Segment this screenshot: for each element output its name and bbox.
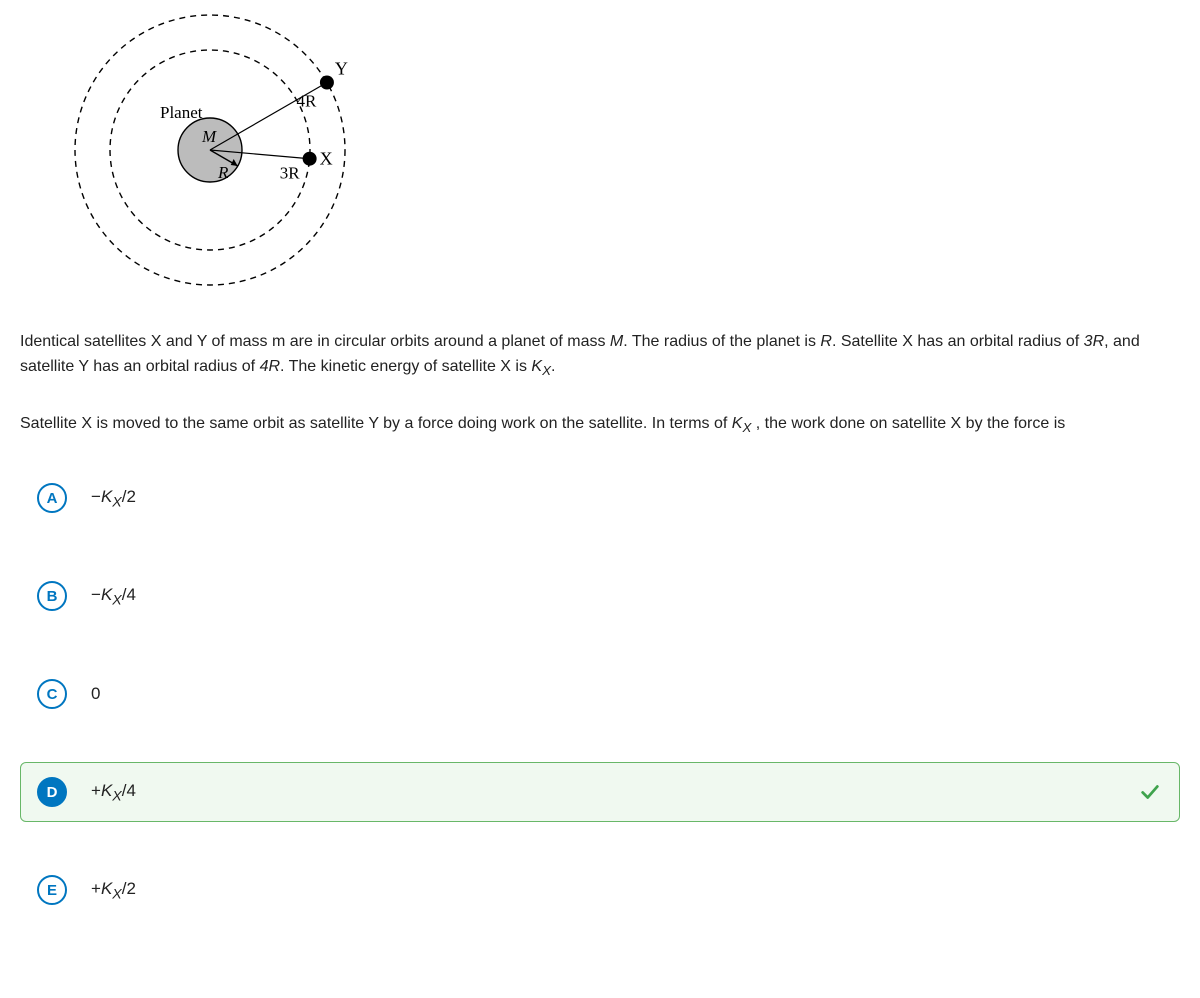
option-text: +KX/2: [91, 879, 136, 902]
question-paragraph-1: Identical satellites X and Y of mass m a…: [20, 330, 1180, 382]
option-text: −KX/2: [91, 487, 136, 510]
option-E[interactable]: E +KX/2: [20, 860, 1180, 920]
svg-text:3R: 3R: [280, 163, 301, 182]
orbit-diagram: Planet MR 3R 4R X Y: [70, 10, 1180, 300]
orbit-svg: Planet MR 3R 4R X Y: [70, 10, 380, 300]
option-A[interactable]: A −KX/2: [20, 468, 1180, 528]
svg-text:R: R: [217, 163, 229, 182]
question-paragraph-2: Satellite X is moved to the same orbit a…: [20, 412, 1180, 439]
svg-text:Planet: Planet: [160, 103, 203, 122]
option-letter-badge: B: [37, 581, 67, 611]
option-text: −KX/4: [91, 585, 136, 608]
option-letter-badge: C: [37, 679, 67, 709]
option-text: 0: [91, 684, 100, 704]
option-C[interactable]: C0: [20, 664, 1180, 724]
option-letter-badge: D: [37, 777, 67, 807]
svg-text:M: M: [201, 127, 217, 146]
option-D[interactable]: D +KX/4: [20, 762, 1180, 822]
svg-text:4R: 4R: [296, 91, 317, 110]
option-B[interactable]: B −KX/4: [20, 566, 1180, 626]
option-letter-badge: E: [37, 875, 67, 905]
option-letter-badge: A: [37, 483, 67, 513]
svg-text:Y: Y: [335, 59, 348, 79]
check-icon: [1139, 781, 1161, 803]
options-list: A−KX/2B−KX/4C0D+KX/4E+KX/2: [20, 468, 1180, 920]
option-text: +KX/4: [91, 781, 136, 804]
svg-text:X: X: [320, 149, 333, 169]
